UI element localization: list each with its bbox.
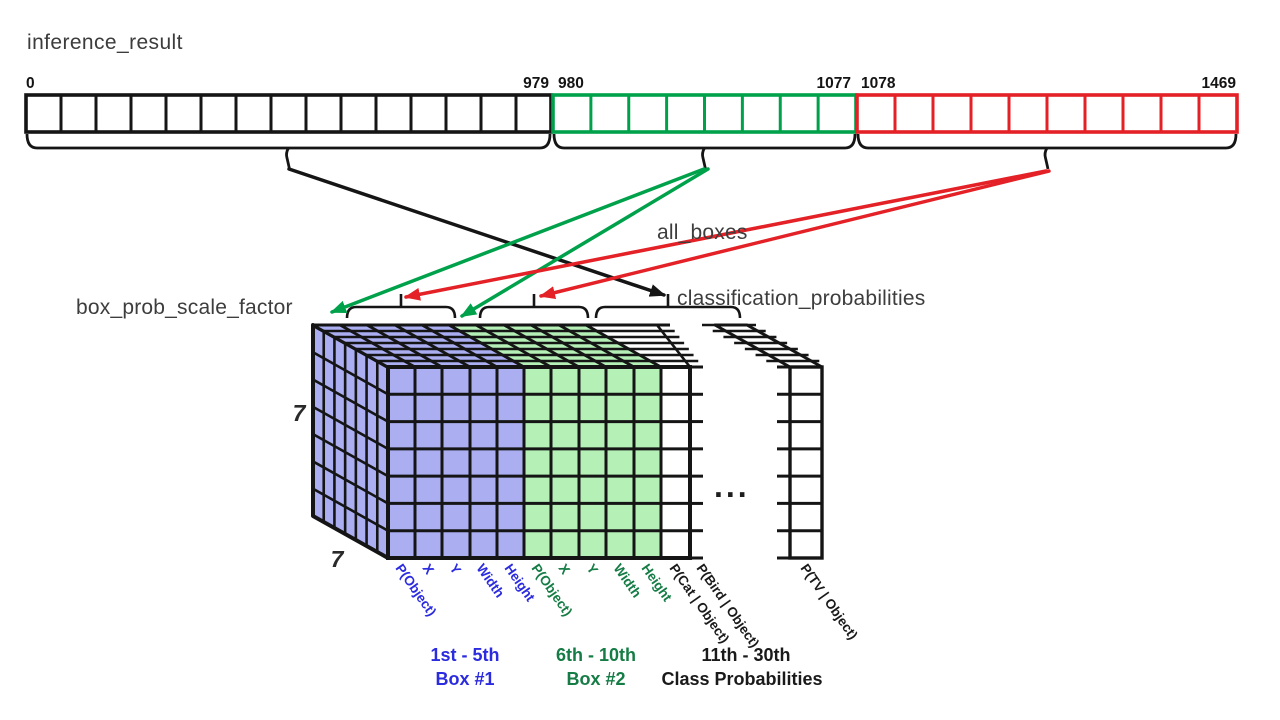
section-underbrackets: [25, 133, 1238, 170]
col-label-box2-x: X: [556, 561, 573, 577]
classification-probabilities-label: classification_probabilities: [677, 287, 925, 310]
index-label-start-2: 980: [558, 75, 584, 92]
col-label-box1-x: X: [420, 561, 437, 577]
col-label-class-tv: P(TV | Object): [798, 561, 861, 642]
rows-dim-label: 7: [293, 400, 307, 426]
column-labels: P(Object) X Y Width Height P(Object) X Y…: [393, 561, 861, 650]
depth-dim-label: 7: [331, 546, 345, 572]
index-label-start-3: 1078: [861, 75, 896, 92]
group-box2-range: 6th - 10th: [556, 645, 636, 665]
all-boxes-label: all_boxes: [657, 221, 748, 244]
tensor-cube: [311, 323, 824, 560]
col-label-box1-y: Y: [447, 561, 464, 577]
index-label-end-3: 1469: [1202, 75, 1237, 92]
group-classes-range: 11th - 30th: [701, 645, 790, 665]
group-classes-name: Class Probabilities: [661, 669, 822, 689]
col-label-box2-width: Width: [611, 561, 645, 600]
inference-result-bar: [24, 93, 1239, 134]
page-title: inference_result: [27, 31, 183, 54]
col-label-box1-width: Width: [474, 561, 508, 600]
index-label-start-1: 0: [26, 75, 35, 92]
ellipsis: ...: [714, 468, 750, 504]
index-label-end-2: 1077: [817, 75, 851, 92]
mapping-arrows: [287, 167, 1051, 318]
box-prob-scale-factor-label: box_prob_scale_factor: [76, 296, 293, 319]
cube-column-braces: [345, 294, 742, 319]
index-label-end-1: 979: [523, 75, 549, 92]
group-box1-name: Box #1: [435, 669, 494, 689]
group-labels: 1st - 5th Box #1 6th - 10th Box #2 11th …: [430, 645, 822, 689]
bar-index-labels: 0 979 980 1077 1078 1469: [26, 75, 1236, 92]
col-label-box2-y: Y: [584, 561, 601, 577]
group-box1-range: 1st - 5th: [430, 645, 499, 665]
group-box2-name: Box #2: [566, 669, 625, 689]
